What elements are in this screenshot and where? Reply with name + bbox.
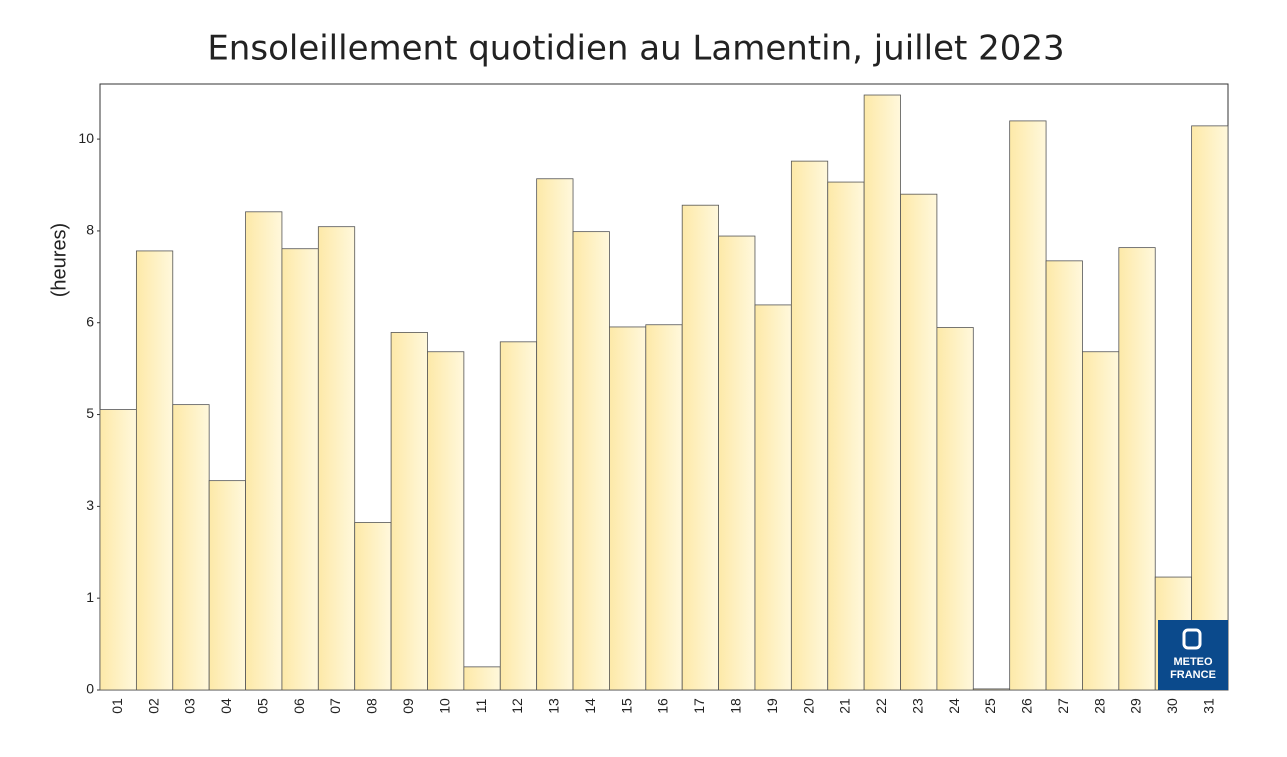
- x-tick-label: 02: [145, 698, 161, 714]
- logo-text: METEO: [1173, 656, 1213, 668]
- x-tick-label: 21: [837, 698, 853, 714]
- x-tick-label: 14: [582, 698, 598, 714]
- y-tick-label: 1: [86, 589, 94, 605]
- y-tick-label: 3: [86, 497, 94, 513]
- bar: [354, 522, 392, 691]
- y-tick-label: 5: [86, 405, 94, 421]
- x-tick-label: 25: [982, 698, 998, 714]
- y-tick-label: 0: [86, 681, 94, 697]
- y-tick-label: 8: [86, 222, 94, 238]
- bar: [1045, 260, 1083, 691]
- bar: [427, 351, 465, 691]
- bar: [390, 332, 428, 691]
- bar: [281, 248, 319, 691]
- bar: [609, 326, 647, 691]
- x-tick-label: 05: [254, 698, 270, 714]
- logo-text: FRANCE: [1170, 669, 1216, 681]
- bar: [1191, 125, 1229, 691]
- x-tick-label: 19: [764, 698, 780, 714]
- logo-box: [1158, 620, 1228, 690]
- x-tick-label: 24: [946, 698, 962, 714]
- bar: [499, 341, 538, 691]
- x-tick-label: 06: [291, 698, 307, 714]
- bar: [1118, 247, 1156, 691]
- bar: [863, 94, 901, 691]
- x-tick-label: 23: [909, 698, 925, 714]
- bar: [208, 480, 246, 691]
- x-tick-label: 26: [1019, 698, 1035, 714]
- x-tick-label: 29: [1128, 698, 1144, 714]
- x-tick-label: 09: [400, 698, 416, 714]
- x-tick-label: 12: [509, 698, 525, 714]
- x-tick-label: 13: [546, 698, 562, 714]
- chart-title: Ensoleillement quotidien au Lamentin, ju…: [207, 29, 1064, 69]
- y-axis-label: (heures): [48, 223, 70, 297]
- x-tick-label: 18: [727, 698, 743, 714]
- bar: [99, 409, 137, 691]
- x-tick-label: 03: [182, 698, 198, 714]
- x-tick-label: 01: [109, 698, 125, 714]
- x-tick-label: 17: [691, 698, 707, 714]
- x-tick-label: 08: [364, 698, 380, 714]
- bar: [317, 226, 356, 691]
- x-tick-label: 10: [436, 698, 452, 714]
- bar: [718, 235, 756, 691]
- x-tick-label: 07: [327, 698, 343, 714]
- x-tick-label: 22: [873, 698, 889, 714]
- x-tick-label: 04: [218, 698, 234, 714]
- x-tick-label: 11: [473, 699, 489, 714]
- x-tick-label: 31: [1201, 698, 1217, 714]
- bar: [645, 324, 683, 691]
- bar: [790, 160, 829, 691]
- bar: [900, 193, 938, 691]
- bar: [135, 250, 174, 691]
- x-tick-label: 16: [655, 698, 671, 714]
- bar: [972, 688, 1011, 691]
- x-tick-label: 15: [618, 698, 634, 714]
- logo-icon: [1182, 628, 1202, 650]
- bar: [681, 204, 719, 691]
- bar: [172, 404, 210, 691]
- bar: [536, 178, 574, 691]
- bar: [827, 181, 865, 691]
- y-tick-label: 10: [78, 130, 94, 146]
- bar: [936, 327, 974, 691]
- bar: [572, 231, 610, 691]
- bar: [1082, 351, 1120, 691]
- bar: [754, 304, 792, 691]
- bar: [1009, 120, 1047, 691]
- x-tick-label: 20: [800, 698, 816, 714]
- x-tick-label: 30: [1164, 698, 1180, 714]
- x-tick-label: 28: [1091, 698, 1107, 714]
- y-tick-label: 6: [86, 313, 94, 329]
- bar: [245, 211, 283, 691]
- x-tick-label: 27: [1055, 698, 1071, 714]
- bar: [463, 666, 501, 691]
